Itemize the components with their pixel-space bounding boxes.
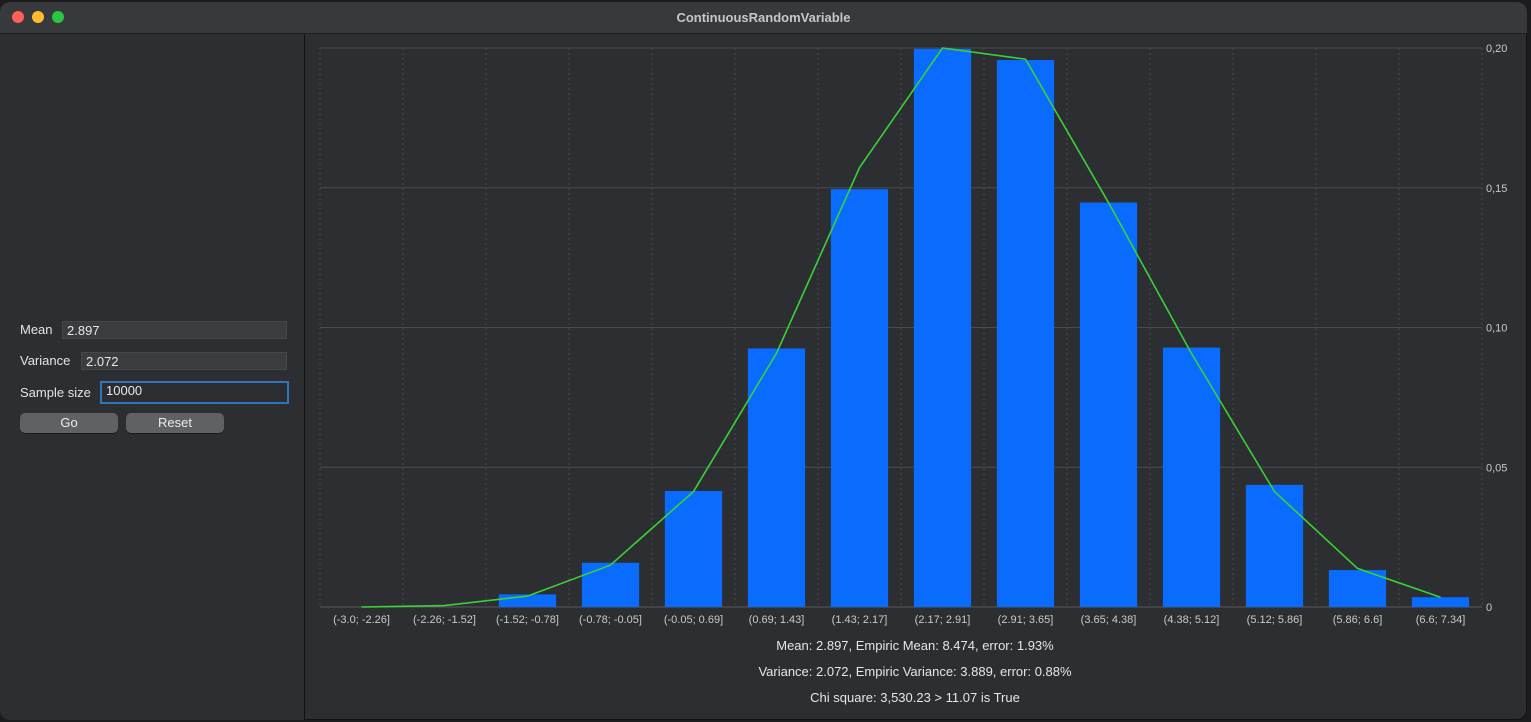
- x-tick-label: (1.43; 2.17]: [832, 614, 888, 626]
- x-tick-label: (4.38; 5.12]: [1164, 614, 1220, 626]
- variance-label: Variance: [20, 353, 71, 368]
- density-line: [361, 47, 1441, 608]
- parameters-panel: Mean 2.897 Variance 2.072 Sample size 10…: [0, 34, 305, 720]
- y-tick-label: 0,05: [1486, 462, 1507, 474]
- chart-area: 0 0,05 0,10 0,15 0,20 (-3.0; -2.26] (-2.26; -1…: [305, 34, 1527, 720]
- histogram-bar: [1328, 570, 1387, 607]
- sample-size-label: Sample size: [20, 385, 91, 400]
- x-tick-label: (2.91; 3.65]: [998, 614, 1054, 626]
- y-tick-label: 0,15: [1486, 183, 1507, 195]
- close-window-button[interactable]: [12, 11, 24, 23]
- x-tick-label: (6.6; 7.34]: [1416, 614, 1466, 626]
- mean-label: Mean: [20, 322, 53, 337]
- window-title: ContinuousRandomVariable: [676, 10, 851, 25]
- x-tick-label: (5.86; 6.6]: [1333, 614, 1383, 626]
- x-tick-label: (2.17; 2.91]: [915, 614, 971, 626]
- variance-input[interactable]: 2.072: [81, 352, 287, 370]
- mean-input[interactable]: 2.897: [62, 321, 287, 339]
- chi-square-stat: Chi square: 3,530.23 > 11.07 is True: [810, 690, 1020, 705]
- x-tick-label: (-0.05; 0.69]: [664, 614, 723, 626]
- histogram-chart: 0 0,05 0,10 0,15 0,20 (-3.0; -2.26] (-2.26; -1…: [319, 43, 1507, 626]
- x-tick-label: (-3.0; -2.26]: [333, 614, 390, 626]
- histogram-bar: [996, 60, 1055, 608]
- mean-stat: Mean: 2.897, Empiric Mean: 8.474, error:…: [776, 638, 1054, 653]
- x-tick-label: (3.65; 4.38]: [1081, 614, 1137, 626]
- histogram-bar: [1162, 347, 1221, 607]
- x-tick-label: (-0.78; -0.05]: [579, 614, 642, 626]
- y-tick-label: 0,10: [1486, 323, 1507, 335]
- go-button[interactable]: Go: [20, 413, 118, 433]
- reset-button[interactable]: Reset: [126, 413, 224, 433]
- variance-stat: Variance: 2.072, Empiric Variance: 3.889…: [758, 664, 1072, 679]
- histogram-bar: [747, 348, 806, 607]
- histogram-bar: [1079, 202, 1138, 607]
- x-tick-label: (5.12; 5.86]: [1247, 614, 1303, 626]
- minimize-window-button[interactable]: [32, 11, 44, 23]
- histogram-bar: [664, 491, 723, 607]
- y-tick-label: 0,20: [1486, 43, 1507, 55]
- x-tick-label: (-1.52; -0.78]: [496, 614, 559, 626]
- x-tick-label: (-2.26; -1.52]: [413, 614, 476, 626]
- sample-size-input[interactable]: 10000: [100, 381, 289, 404]
- histogram-bar: [1411, 597, 1470, 607]
- y-tick-label: 0: [1486, 602, 1492, 614]
- x-tick-label: (0.69; 1.43]: [749, 614, 805, 626]
- histogram-bar: [913, 48, 972, 607]
- histogram-bar: [581, 562, 640, 607]
- zoom-window-button[interactable]: [52, 11, 64, 23]
- title-bar: ContinuousRandomVariable: [0, 2, 1527, 34]
- histogram-bar: [1245, 484, 1304, 607]
- histogram-bar: [830, 189, 889, 607]
